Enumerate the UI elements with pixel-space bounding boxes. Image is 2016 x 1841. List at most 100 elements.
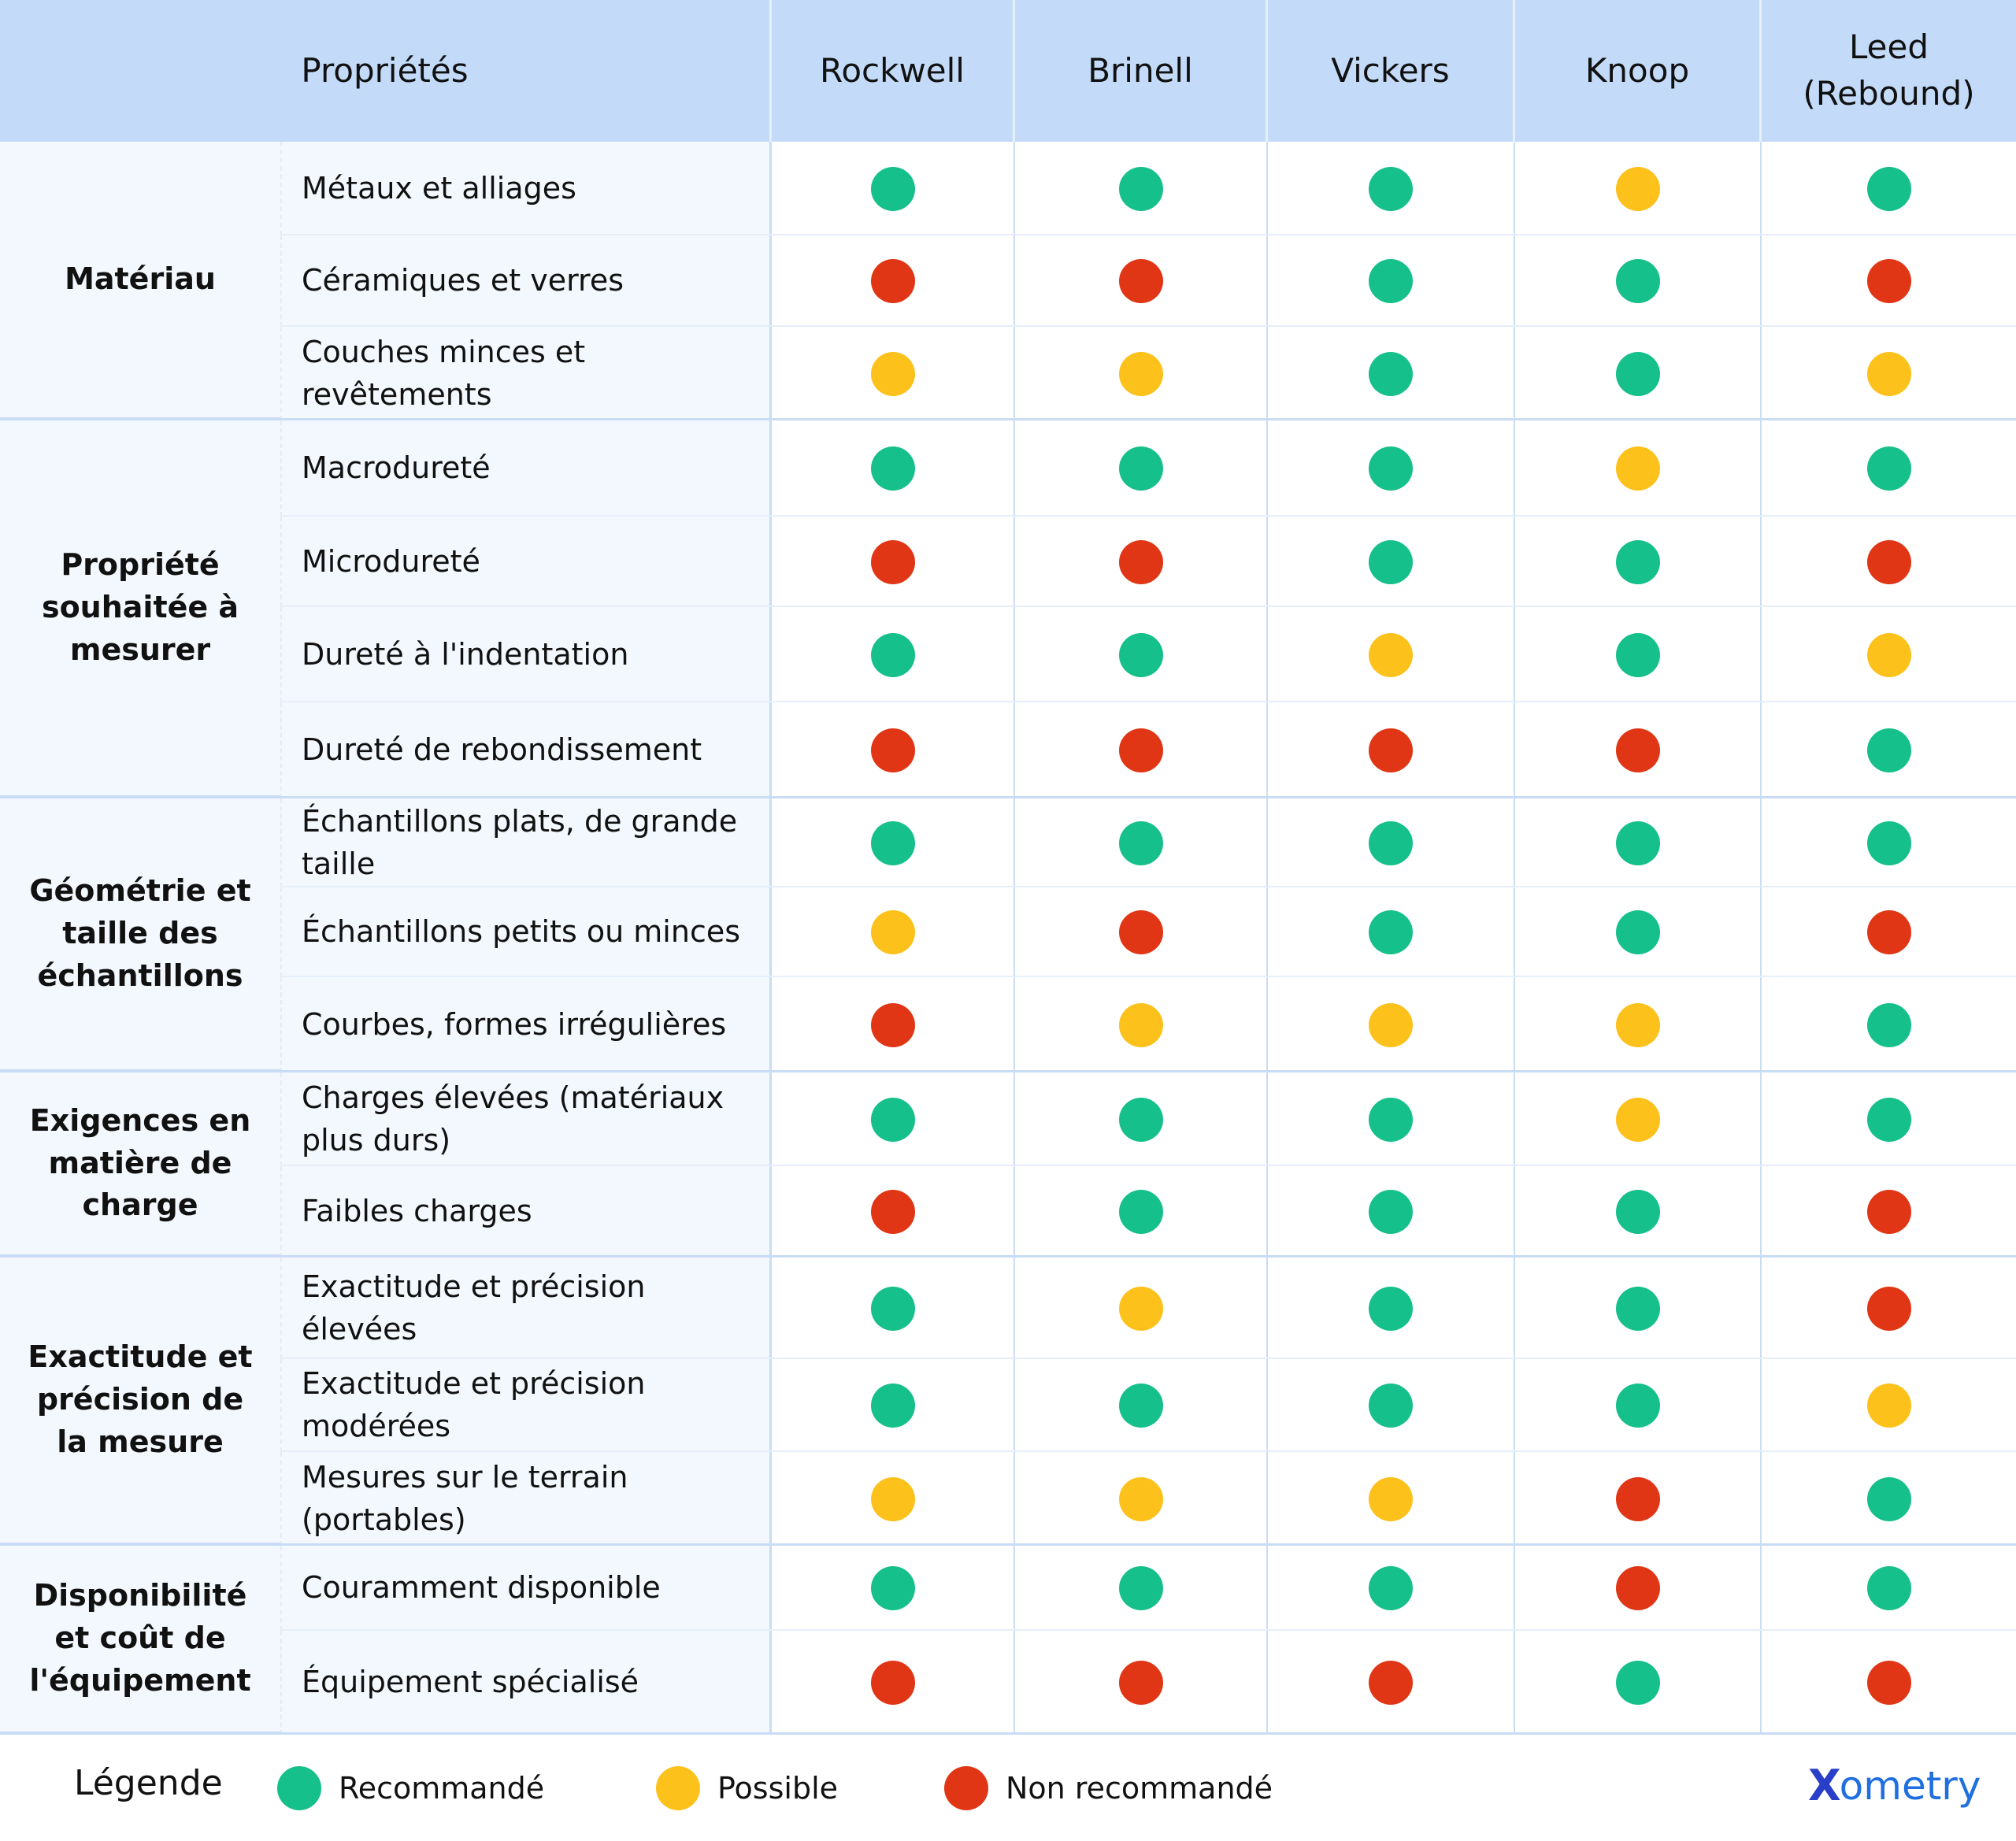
row-divider xyxy=(280,1629,2016,1632)
rating-cell xyxy=(1515,142,1762,235)
yellow-dot-icon xyxy=(1118,1002,1163,1047)
rating-cell xyxy=(1515,1452,1762,1546)
row-divider xyxy=(280,1358,2016,1360)
rating-cell xyxy=(772,420,1015,517)
green-dot-icon xyxy=(1866,820,1911,865)
green-dot-icon xyxy=(1118,1097,1163,1142)
rating-cell xyxy=(772,887,1015,977)
property-label: Faibles charges xyxy=(280,1166,772,1258)
rating-cell xyxy=(1015,1359,1268,1452)
green-dot-icon xyxy=(1369,820,1413,865)
red-dot-icon xyxy=(870,539,915,584)
green-dot-icon xyxy=(1866,1097,1911,1142)
rating-cell xyxy=(1762,1359,2016,1452)
green-dot-icon xyxy=(1615,351,1660,396)
rating-cell xyxy=(1515,887,1762,977)
group-label: Propriété souhaitée à mesurer xyxy=(0,420,280,798)
green-dot-icon xyxy=(1866,728,1911,772)
rating-cell xyxy=(1268,1546,1515,1631)
green-dot-icon xyxy=(1369,1286,1413,1331)
rating-cell xyxy=(1015,1452,1268,1546)
rating-cell xyxy=(1762,327,2016,420)
green-dot-icon xyxy=(1615,632,1660,677)
green-dot-icon xyxy=(1866,166,1911,211)
legend-label: Possible xyxy=(717,1771,839,1806)
group-label: Matériau xyxy=(0,142,280,420)
yellow-dot-icon xyxy=(1866,1384,1911,1428)
legend-label: Recommandé xyxy=(339,1771,545,1806)
rating-cell xyxy=(1268,327,1515,420)
row-divider xyxy=(280,701,2016,703)
rating-cell xyxy=(772,1258,1015,1359)
rating-cell xyxy=(772,1072,1015,1166)
rating-cell xyxy=(1515,517,1762,607)
rating-cell xyxy=(1762,702,2016,798)
rating-cell xyxy=(772,607,1015,702)
red-dot-icon xyxy=(870,1002,915,1047)
rating-cell xyxy=(1762,887,2016,977)
rating-cell xyxy=(772,1546,1015,1631)
rating-cell xyxy=(1015,702,1268,798)
red-dot-icon xyxy=(1866,1190,1911,1234)
property-label: Métaux et alliages xyxy=(280,142,772,235)
green-dot-icon xyxy=(870,1566,915,1610)
rating-cell xyxy=(1268,977,1515,1072)
group-label: Exigences en matière de charge xyxy=(0,1072,280,1258)
property-label: Dureté de rebondissement xyxy=(280,702,772,798)
hardness-comparison-table: Propriétés Rockwell Brinell Vickers Knoop Lee… xyxy=(0,0,2016,1735)
rating-cell xyxy=(1015,142,1268,235)
red-dot-icon xyxy=(1118,539,1163,584)
property-label: Couches minces et revêtements xyxy=(280,327,772,420)
yellow-dot-icon xyxy=(1369,1002,1413,1047)
rating-cell xyxy=(1268,1072,1515,1166)
row-divider xyxy=(280,976,2016,978)
green-dot-icon xyxy=(870,1384,915,1428)
red-dot-icon xyxy=(870,1661,915,1705)
green-dot-icon xyxy=(1369,1384,1413,1428)
rating-cell xyxy=(1515,702,1762,798)
rating-cell xyxy=(1515,1166,1762,1258)
yellow-dot-icon xyxy=(1866,632,1911,677)
green-dot-icon xyxy=(1369,259,1413,303)
legend-item-possible: Possible xyxy=(656,1766,838,1810)
header-method-vickers: Vickers xyxy=(1268,0,1515,142)
rating-cell xyxy=(1268,142,1515,235)
red-dot-icon xyxy=(1615,728,1660,772)
group-label: Géométrie et taille des échantillons xyxy=(0,798,280,1072)
rating-cell xyxy=(772,235,1015,327)
header-properties: Propriétés xyxy=(0,0,772,142)
green-dot-icon xyxy=(1615,910,1660,954)
yellow-dot-icon xyxy=(1615,1097,1660,1142)
rating-cell xyxy=(1268,1452,1515,1546)
row-divider xyxy=(280,234,2016,236)
green-dot-icon xyxy=(870,1097,915,1142)
rating-cell xyxy=(1015,1072,1268,1166)
rating-cell xyxy=(772,142,1015,235)
green-dot-icon xyxy=(870,632,915,677)
group-divider xyxy=(0,1070,2016,1073)
rating-cell xyxy=(1015,1546,1268,1631)
property-label: Échantillons plats, de grande taille xyxy=(280,798,772,887)
red-dot-icon xyxy=(1118,259,1163,303)
rating-cell xyxy=(1762,1166,2016,1258)
red-dot-icon xyxy=(870,259,915,303)
rating-cell xyxy=(772,1359,1015,1452)
rating-cell xyxy=(1515,1546,1762,1631)
property-label: Exactitude et précision modérées xyxy=(280,1359,772,1452)
rating-cell xyxy=(1268,1166,1515,1258)
yellow-dot-icon xyxy=(1118,1476,1163,1521)
row-divider xyxy=(280,515,2016,517)
group-divider xyxy=(0,1732,2016,1735)
rating-cell xyxy=(1515,607,1762,702)
yellow-dot-icon xyxy=(1615,166,1660,211)
yellow-dot-icon xyxy=(870,351,915,396)
rating-cell xyxy=(1515,798,1762,887)
group-divider xyxy=(0,796,2016,799)
yellow-dot-icon xyxy=(870,1476,915,1521)
rating-cell xyxy=(772,517,1015,607)
xometry-logo-mark-icon: X xyxy=(1808,1761,1841,1810)
red-dot-icon xyxy=(1118,910,1163,954)
yellow-dot-icon xyxy=(1118,351,1163,396)
yellow-dot-icon xyxy=(1615,446,1660,491)
green-dot-icon xyxy=(1615,820,1660,865)
